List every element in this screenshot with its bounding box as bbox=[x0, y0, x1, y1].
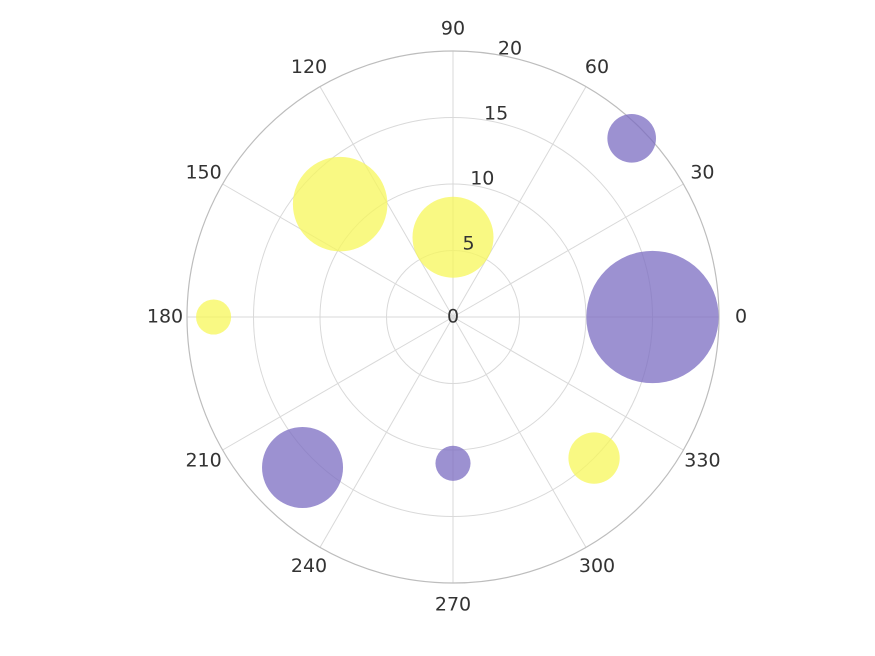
angle-tick-label-210: 210 bbox=[185, 450, 221, 472]
grid-spoke-60 bbox=[452, 86, 587, 318]
angle-tick-label-270: 270 bbox=[435, 594, 471, 616]
bubble-4 bbox=[196, 299, 232, 335]
grid-spoke-240 bbox=[319, 316, 454, 548]
angle-tick-label-150: 150 bbox=[185, 162, 221, 184]
bubble-7 bbox=[568, 432, 620, 484]
angle-tick-label-330: 330 bbox=[684, 450, 720, 472]
radial-tick-label-10: 10 bbox=[470, 168, 494, 190]
bubble-6 bbox=[435, 445, 471, 481]
angle-tick-label-90: 90 bbox=[441, 18, 465, 40]
bubble-5 bbox=[262, 426, 344, 508]
radial-tick-label-0: 0 bbox=[447, 306, 459, 328]
angle-tick-label-300: 300 bbox=[579, 555, 615, 577]
outer-ring bbox=[186, 50, 720, 584]
radial-tick-label-20: 20 bbox=[498, 37, 522, 59]
grid-spoke-210 bbox=[222, 316, 454, 451]
angle-tick-label-180: 180 bbox=[147, 306, 183, 328]
angle-tick-label-0: 0 bbox=[735, 306, 747, 328]
radial-tick-label-5: 5 bbox=[462, 233, 474, 255]
grid-spoke-300 bbox=[452, 316, 587, 548]
tick-labels: 0 30 60 90 120 150 180 210 240 270 300 330 0 5 10 15 20 bbox=[147, 18, 747, 616]
radial-tick-label-15: 15 bbox=[484, 103, 508, 125]
grid-spoke-330 bbox=[452, 316, 684, 451]
angle-tick-label-120: 120 bbox=[291, 56, 327, 78]
bubble-2 bbox=[412, 196, 494, 278]
grid-spoke-30 bbox=[452, 183, 684, 318]
bubble-1 bbox=[607, 114, 656, 163]
angle-tick-label-60: 60 bbox=[585, 56, 609, 78]
angle-tick-label-240: 240 bbox=[291, 555, 327, 577]
angle-tick-label-30: 30 bbox=[690, 162, 714, 184]
bubble-layer bbox=[196, 114, 719, 508]
bubble-3 bbox=[292, 156, 388, 252]
bubble-0 bbox=[586, 250, 719, 384]
